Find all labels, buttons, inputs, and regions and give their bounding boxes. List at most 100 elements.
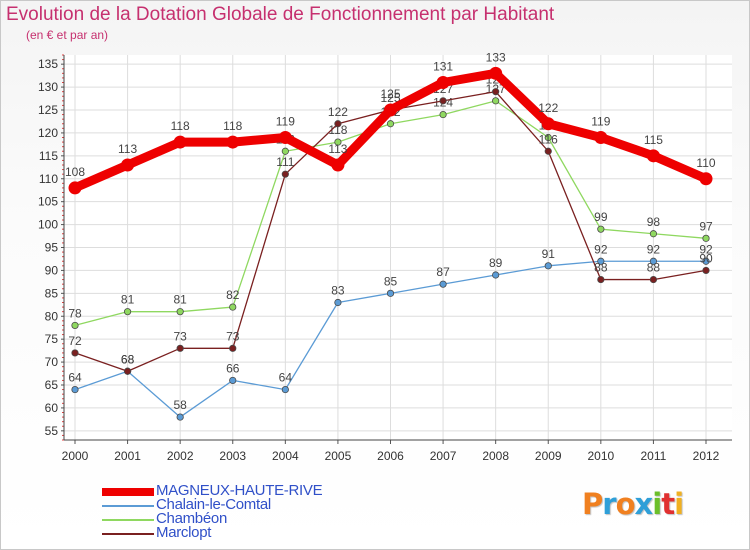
y-tick-label: 75 xyxy=(45,332,59,346)
data-point xyxy=(597,257,605,265)
data-label: 64 xyxy=(68,371,82,385)
data-point xyxy=(386,289,395,297)
y-tick-label: 125 xyxy=(38,103,58,117)
data-point xyxy=(597,225,605,233)
legend-label: Marclopt xyxy=(156,524,212,541)
data-label: 73 xyxy=(226,329,240,343)
data-label: 58 xyxy=(173,398,187,412)
data-point xyxy=(176,308,184,316)
data-point xyxy=(176,413,184,421)
y-tick-label: 130 xyxy=(38,80,58,94)
data-label: 91 xyxy=(542,247,556,261)
data-label: 125 xyxy=(380,91,400,105)
data-label: 111 xyxy=(276,155,295,169)
data-label: 68 xyxy=(121,352,135,366)
data-point xyxy=(173,135,187,149)
y-tick-label: 115 xyxy=(39,149,58,163)
data-point xyxy=(71,321,79,330)
data-label: 131 xyxy=(433,60,453,74)
x-tick-label: 2001 xyxy=(114,449,141,463)
data-label: 119 xyxy=(591,115,610,129)
x-tick-label: 2000 xyxy=(62,449,89,463)
x-tick-label: 2002 xyxy=(167,449,194,463)
data-label: 115 xyxy=(644,133,663,147)
data-label: 88 xyxy=(594,261,608,275)
data-point xyxy=(702,257,710,265)
data-label: 116 xyxy=(539,132,558,146)
data-point xyxy=(492,271,500,279)
data-point xyxy=(597,275,605,284)
data-point xyxy=(439,110,447,119)
data-label: 122 xyxy=(328,105,348,119)
x-tick-label: 2003 xyxy=(219,449,246,463)
data-label: 90 xyxy=(699,251,713,265)
legend-label: Chambéon xyxy=(156,510,227,527)
data-label: 99 xyxy=(594,210,608,224)
data-label: 64 xyxy=(279,371,293,385)
data-point xyxy=(281,170,289,178)
legend-swatch xyxy=(102,505,154,507)
data-point xyxy=(649,257,658,265)
y-tick-label: 110 xyxy=(39,172,58,186)
data-label: 81 xyxy=(173,293,187,307)
x-tick-label: 2004 xyxy=(272,449,299,463)
data-point xyxy=(384,103,397,117)
data-label: 133 xyxy=(486,50,506,64)
data-point xyxy=(331,158,345,172)
chart-title: Evolution de la Dotation Globale de Fonc… xyxy=(6,4,555,25)
x-tick-label: 2006 xyxy=(377,449,404,463)
data-label: 113 xyxy=(118,142,137,156)
data-label: 97 xyxy=(699,219,713,233)
data-label: 125 xyxy=(380,87,400,101)
data-point xyxy=(281,385,289,394)
y-tick-label: 135 xyxy=(38,57,58,71)
data-point xyxy=(281,147,289,155)
data-point xyxy=(229,303,237,311)
data-label: 118 xyxy=(328,123,347,137)
data-point xyxy=(439,97,447,105)
data-point xyxy=(702,266,710,275)
data-point xyxy=(121,158,135,172)
legend-label: MAGNEUX-HAUTE-RIVE xyxy=(156,482,323,499)
data-point xyxy=(71,385,79,394)
y-tick-label: 80 xyxy=(45,309,59,323)
data-point xyxy=(699,172,713,186)
data-point xyxy=(544,147,552,155)
data-label: 92 xyxy=(647,242,661,256)
y-tick-label: 60 xyxy=(45,401,59,415)
data-label: 122 xyxy=(538,101,558,115)
data-point xyxy=(436,76,450,89)
legend-swatch xyxy=(102,519,154,521)
data-point xyxy=(123,367,132,375)
y-tick-label: 65 xyxy=(45,378,59,392)
data-label: 72 xyxy=(68,334,82,348)
data-label: 118 xyxy=(223,119,242,133)
data-label: 73 xyxy=(173,329,187,343)
data-point xyxy=(123,308,132,316)
data-label: 118 xyxy=(171,119,190,133)
data-point xyxy=(492,88,500,96)
data-label: 87 xyxy=(436,265,450,279)
proxiti-logo: Proxiti xyxy=(582,487,684,521)
y-tick-label: 95 xyxy=(45,241,59,255)
y-tick-label: 120 xyxy=(38,126,58,140)
data-label: 98 xyxy=(647,215,661,229)
data-label: 81 xyxy=(121,293,135,307)
data-point xyxy=(702,234,710,242)
data-label: 68 xyxy=(121,352,135,366)
x-tick-label: 2007 xyxy=(430,449,457,463)
data-label: 113 xyxy=(328,142,347,156)
data-label: 108 xyxy=(65,165,85,179)
data-label: 92 xyxy=(699,242,713,256)
data-point xyxy=(544,262,552,270)
data-point xyxy=(646,149,660,163)
data-point xyxy=(334,120,342,128)
legend-swatch xyxy=(102,533,154,535)
data-point xyxy=(334,298,342,307)
data-point xyxy=(594,131,608,144)
x-tick-label: 2005 xyxy=(325,449,352,463)
legend-swatch xyxy=(102,488,154,496)
x-tick-label: 2009 xyxy=(535,449,562,463)
data-point xyxy=(489,66,503,80)
data-point xyxy=(226,135,240,149)
